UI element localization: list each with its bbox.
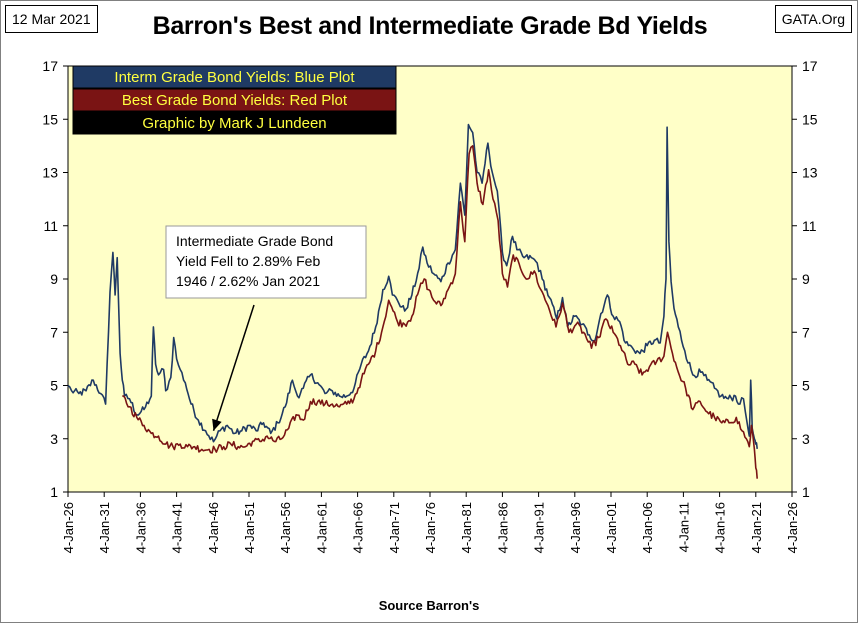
site-label: GATA.Org	[774, 5, 852, 33]
y-tick-label-right: 7	[802, 324, 810, 340]
x-tick-label: 4-Jan-31	[97, 502, 112, 553]
x-tick-label: 4-Jan-46	[206, 502, 221, 553]
x-tick-label: 4-Jan-06	[640, 502, 655, 553]
x-axis-label: Source Barron's	[378, 598, 480, 613]
y-tick-label-left: 13	[42, 165, 58, 181]
y-tick-label-left: 15	[42, 111, 58, 127]
legend-entry: Graphic by Mark J Lundeen	[142, 115, 326, 132]
y-tick-label-left: 17	[42, 58, 58, 74]
annotation-box	[165, 225, 367, 299]
annotation: Intermediate Grade Bond Yield Fell to 2.8…	[165, 225, 367, 431]
x-tick-label: 4-Jan-26	[785, 502, 800, 553]
x-tick-label: 4-Jan-76	[423, 502, 438, 553]
x-tick-label: 4-Jan-61	[314, 502, 329, 553]
y-tick-label-left: 3	[50, 431, 58, 447]
legend-box	[72, 65, 397, 89]
x-tick-label: 4-Jan-81	[459, 502, 474, 553]
x-tick-label: 4-Jan-66	[351, 502, 366, 553]
legend: Interm Grade Bond Yields: Blue Plot Best …	[72, 65, 397, 135]
y-tick-label-right: 1	[802, 484, 810, 500]
series-layer	[67, 123, 758, 479]
annotation-line: Intermediate Grade Bond	[176, 233, 333, 249]
y-tick-label-left: 7	[50, 324, 58, 340]
x-tick-label: 4-Jan-41	[170, 502, 185, 553]
x-tick-label: 4-Jan-16	[713, 502, 728, 553]
x-tick-label: 4-Jan-71	[387, 502, 402, 553]
chart-title: Barron's Best and Intermediate Grade Bd …	[152, 12, 708, 40]
x-tick-label: 4-Jan-86	[495, 502, 510, 553]
x-tick-label: 4-Jan-01	[604, 502, 619, 553]
legend-entry: Interm Grade Bond Yields: Blue Plot	[114, 69, 355, 86]
x-tick-label: 4-Jan-26	[61, 502, 76, 553]
y-tick-label-left: 1	[50, 484, 58, 500]
y-tick-label-right: 11	[802, 218, 817, 234]
x-tick-label: 4-Jan-56	[278, 502, 293, 553]
annotation-arrow-line	[212, 304, 255, 431]
y-tick-label-right: 15	[802, 111, 818, 127]
series-line-intermediate	[67, 123, 758, 449]
date-label: 12 Mar 2021	[5, 5, 98, 33]
y-tick-label-left: 5	[50, 378, 58, 394]
x-tick-label: 4-Jan-96	[568, 502, 583, 553]
y-tick-label-right: 3	[802, 431, 810, 447]
y-tick-label-left: 9	[50, 271, 58, 287]
annotation-line: Yield Fell to 2.89% Feb	[176, 253, 320, 269]
legend-box	[72, 111, 397, 135]
y-tick-label-right: 13	[802, 165, 818, 181]
legend-entry: Best Grade Bond Yields: Red Plot	[122, 92, 348, 109]
x-tick-label: 4-Jan-11	[676, 502, 691, 552]
legend-box	[72, 88, 397, 112]
y-tick-label-right: 17	[802, 58, 818, 74]
x-tick-label: 4-Jan-36	[133, 502, 148, 553]
x-tick-label: 4-Jan-51	[242, 502, 257, 553]
x-tick-label: 4-Jan-21	[749, 502, 764, 553]
annotation-arrowhead	[212, 418, 222, 431]
y-tick-label-right: 5	[802, 378, 810, 394]
y-tick-label-left: 11	[43, 218, 58, 234]
x-tick-label: 4-Jan-91	[532, 502, 547, 553]
series-line-best	[122, 145, 758, 479]
y-tick-label-right: 9	[802, 271, 810, 287]
x-axis: 4-Jan-26 4-Jan-31 4-Jan-36 4-Jan-41 4-Jan-46…	[61, 492, 800, 553]
annotation-line: 1946 / 2.62% Jan 2021	[176, 273, 320, 289]
